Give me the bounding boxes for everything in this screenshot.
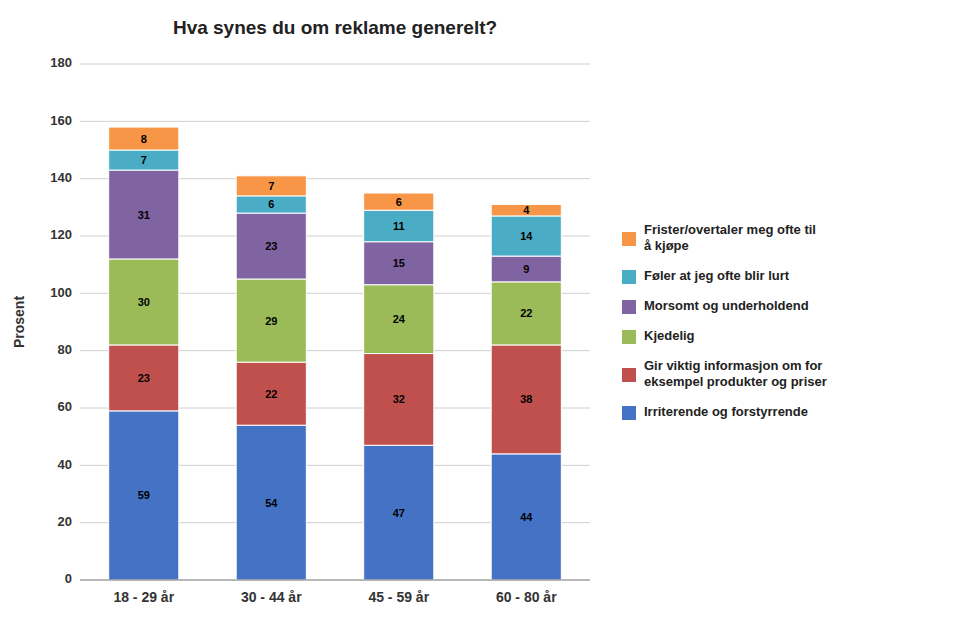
data-label: 11 — [393, 220, 405, 232]
data-label: 31 — [138, 209, 150, 221]
bar-segment — [364, 285, 434, 354]
bar-segment — [491, 204, 561, 215]
data-label: 7 — [268, 180, 274, 192]
bar-segment — [364, 210, 434, 242]
legend-label: Føler at jeg ofte blir lurt — [644, 268, 790, 283]
data-label: 38 — [520, 393, 532, 405]
data-label: 44 — [520, 511, 533, 523]
y-tick-label: 140 — [50, 170, 72, 185]
x-axis-line — [80, 580, 590, 581]
legend-swatch — [622, 406, 636, 420]
x-tick-label: 45 - 59 år — [368, 589, 429, 605]
x-tick-label: 18 - 29 år — [113, 589, 174, 605]
background — [0, 0, 976, 637]
bar-segment — [491, 282, 561, 345]
y-tick-label: 40 — [58, 457, 72, 472]
data-label: 6 — [268, 198, 274, 210]
legend-swatch — [622, 368, 636, 382]
grid-line — [80, 64, 590, 65]
data-label: 14 — [520, 230, 533, 242]
data-label: 15 — [393, 257, 405, 269]
data-label: 7 — [141, 154, 147, 166]
data-label: 22 — [265, 388, 277, 400]
y-tick-label: 120 — [50, 227, 72, 242]
chart-container: Hva synes du om reklame generelt? Prosent… — [0, 0, 976, 637]
data-label: 9 — [523, 263, 529, 275]
legend-swatch — [622, 270, 636, 284]
data-label: 6 — [396, 196, 402, 208]
bar-segment — [236, 176, 306, 196]
data-label: 23 — [138, 372, 150, 384]
bar-segment — [109, 150, 179, 170]
bar-segment — [491, 216, 561, 256]
bar-segment — [236, 362, 306, 425]
data-label: 59 — [138, 489, 150, 501]
bars — [109, 127, 562, 580]
legend-label: Morsomt og underholdend — [644, 298, 809, 313]
y-tick-label: 160 — [50, 113, 72, 128]
legend-label: Irriterende og forstyrrende — [644, 404, 808, 419]
bar-segment — [364, 354, 434, 446]
grid — [80, 64, 590, 580]
legend-label-line: Føler at jeg ofte blir lurt — [644, 268, 790, 283]
bar-segment — [364, 242, 434, 285]
bar-segment — [109, 345, 179, 411]
data-label: 8 — [141, 133, 147, 145]
legend-label-line: Gir viktig informasjon om for — [644, 358, 822, 373]
bar-segment — [364, 193, 434, 210]
legend-label-line: Morsomt og underholdend — [644, 298, 809, 313]
x-tick-label: 30 - 44 år — [241, 589, 302, 605]
bar-segment — [236, 196, 306, 213]
legend-label-line: eksempel produkter og priser — [644, 374, 827, 389]
legend-label: Frister/overtaler meg ofte tilå kjøpe — [644, 222, 816, 253]
legend-swatch — [622, 232, 636, 246]
legend-label: Gir viktig informasjon om foreksempel pr… — [644, 358, 827, 389]
legend-label-line: Irriterende og forstyrrende — [644, 404, 808, 419]
y-axis-label: Prosent — [11, 296, 27, 348]
legend-label: Kjedelig — [644, 328, 695, 343]
legend: Frister/overtaler meg ofte tilå kjøpe Føl… — [622, 222, 827, 420]
bar-segment — [109, 259, 179, 345]
data-label: 4 — [523, 204, 530, 216]
y-tick-label: 100 — [50, 285, 72, 300]
data-label: 29 — [265, 315, 277, 327]
bar-segment — [236, 279, 306, 362]
bar-segment — [364, 445, 434, 580]
legend-label-line: å kjøpe — [644, 238, 689, 253]
y-tick-label: 60 — [58, 399, 72, 414]
y-tick-label: 0 — [65, 571, 72, 586]
grid-line — [80, 121, 590, 122]
data-label: 23 — [265, 240, 277, 252]
data-label: 32 — [393, 393, 405, 405]
legend-label-line: Frister/overtaler meg ofte til — [644, 222, 816, 237]
bar-segment — [491, 256, 561, 282]
y-tick-label: 80 — [58, 342, 72, 357]
bar-segment — [109, 127, 179, 150]
bar-segment — [236, 213, 306, 279]
legend-label-line: Kjedelig — [644, 328, 695, 343]
bar-segment — [109, 411, 179, 580]
grid-line — [80, 580, 590, 581]
data-labels: 59 54 47 44 23 22 32 38 30 29 24 22 31 23 15 9 7 6 11 14 8 7 6… — [138, 133, 534, 523]
data-label: 54 — [265, 497, 278, 509]
x-tick-label: 60 - 80 år — [496, 589, 557, 605]
bar-segment — [109, 170, 179, 259]
y-tick-label: 180 — [50, 55, 72, 70]
chart: Hva synes du om reklame generelt? Prosent… — [0, 0, 976, 637]
legend-swatch — [622, 330, 636, 344]
data-label: 30 — [138, 296, 150, 308]
legend-swatch — [622, 300, 636, 314]
data-label: 47 — [393, 507, 405, 519]
bar-segment — [236, 425, 306, 580]
title: Hva synes du om reklame generelt? — [173, 17, 497, 38]
y-tick-label: 20 — [58, 514, 72, 529]
bar-segment — [491, 454, 561, 580]
bar-segment — [491, 345, 561, 454]
data-label: 22 — [520, 307, 532, 319]
data-label: 24 — [393, 313, 406, 325]
